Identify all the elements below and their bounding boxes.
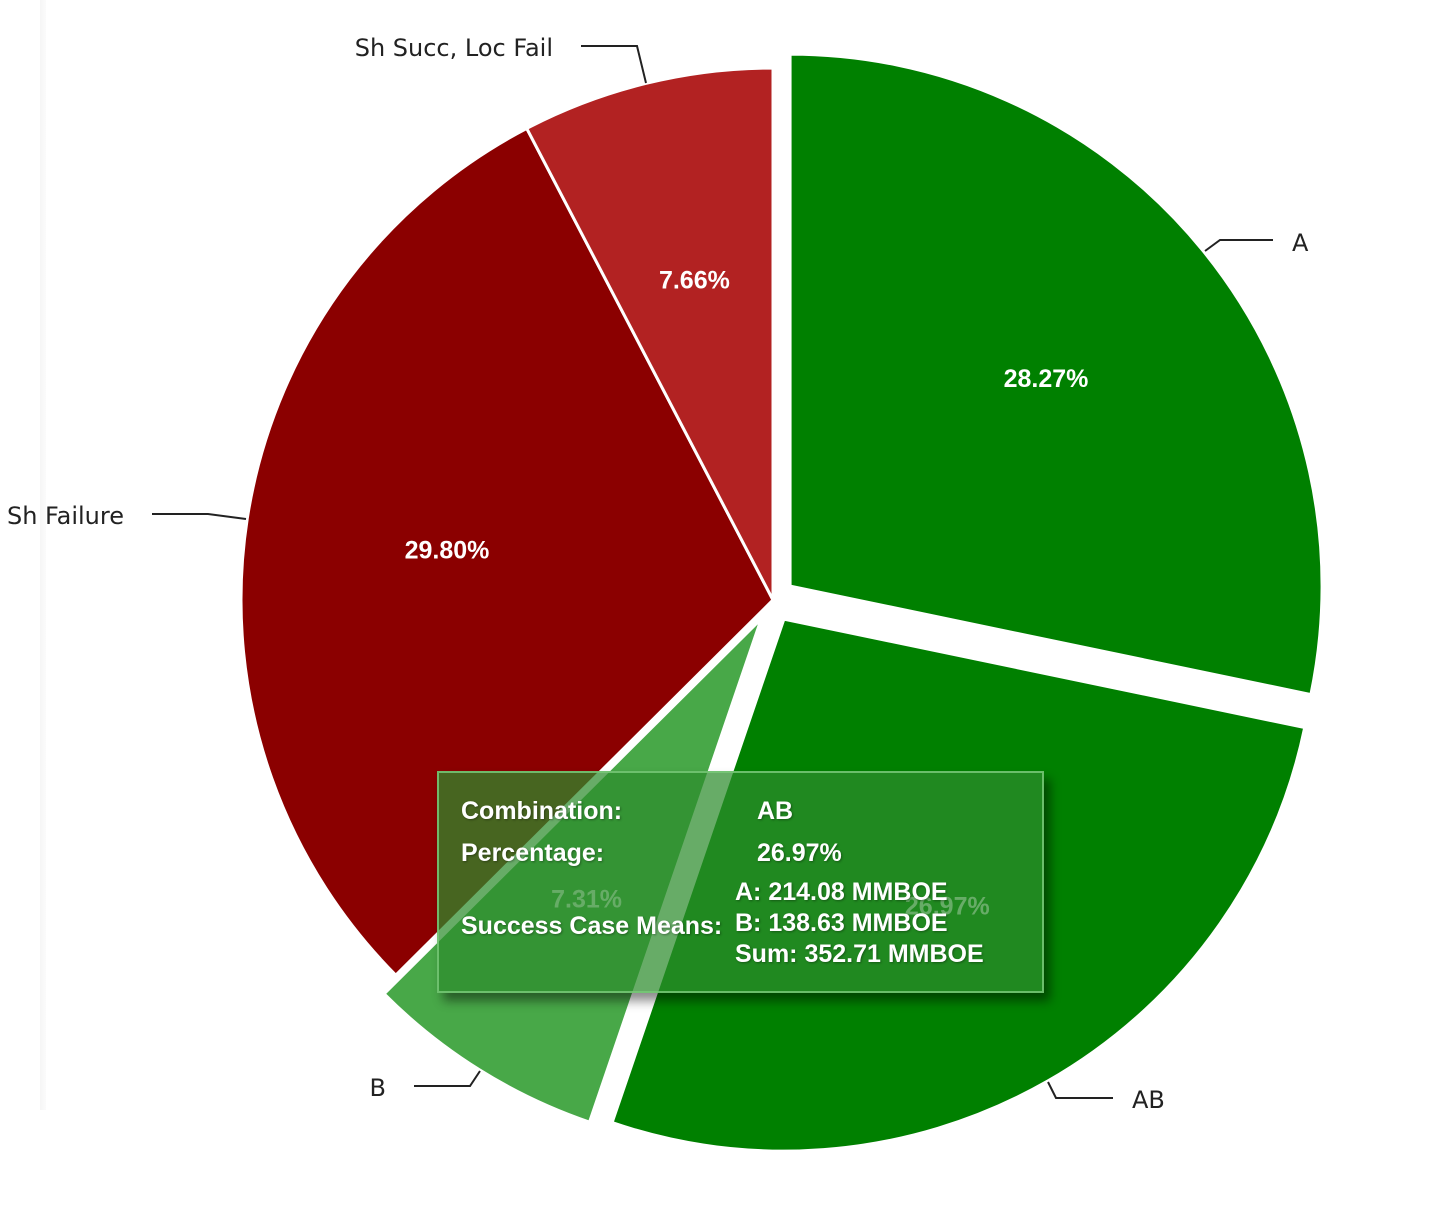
tooltip-means-key: Success Case Means: <box>461 912 723 940</box>
category-label: A <box>1292 229 1309 257</box>
leader-line <box>1204 239 1273 252</box>
slice-percent-label: 7.66% <box>659 267 730 295</box>
tooltip-means-values: A: 214.08 MMBOE B: 138.63 MMBOE Sum: 352… <box>735 877 984 970</box>
slice-percent-label: 28.27% <box>1004 365 1089 393</box>
category-label: Sh Succ, Loc Fail <box>355 34 553 62</box>
pie-slice-sh-failure[interactable] <box>239 126 775 977</box>
leader-line <box>414 1070 481 1087</box>
tooltip-combination-value: AB <box>757 797 794 825</box>
pie-slice-a[interactable] <box>788 52 1324 697</box>
category-label: B <box>370 1074 386 1102</box>
pie-slice-sh-succ-loc-fail[interactable] <box>525 66 775 602</box>
tooltip-means-line: B: 138.63 MMBOE <box>735 909 948 937</box>
slice-tooltip: Combination: AB Percentage: 26.97% Succe… <box>437 771 1044 993</box>
category-label: AB <box>1132 1086 1165 1114</box>
leader-line <box>1047 1081 1113 1099</box>
tooltip-combination-key: Combination: <box>461 797 623 825</box>
tooltip-means-line: Sum: 352.71 MMBOE <box>735 940 984 968</box>
leader-line <box>581 45 647 84</box>
panel-edge <box>40 0 46 1110</box>
slice-percent-label: 29.80% <box>405 537 490 565</box>
tooltip-percentage-key: Percentage: <box>461 839 605 867</box>
leader-line <box>152 513 247 520</box>
category-label: Sh Failure <box>7 502 124 530</box>
tooltip-means-line: A: 214.08 MMBOE <box>735 878 948 906</box>
tooltip-percentage-value: 26.97% <box>757 839 842 867</box>
